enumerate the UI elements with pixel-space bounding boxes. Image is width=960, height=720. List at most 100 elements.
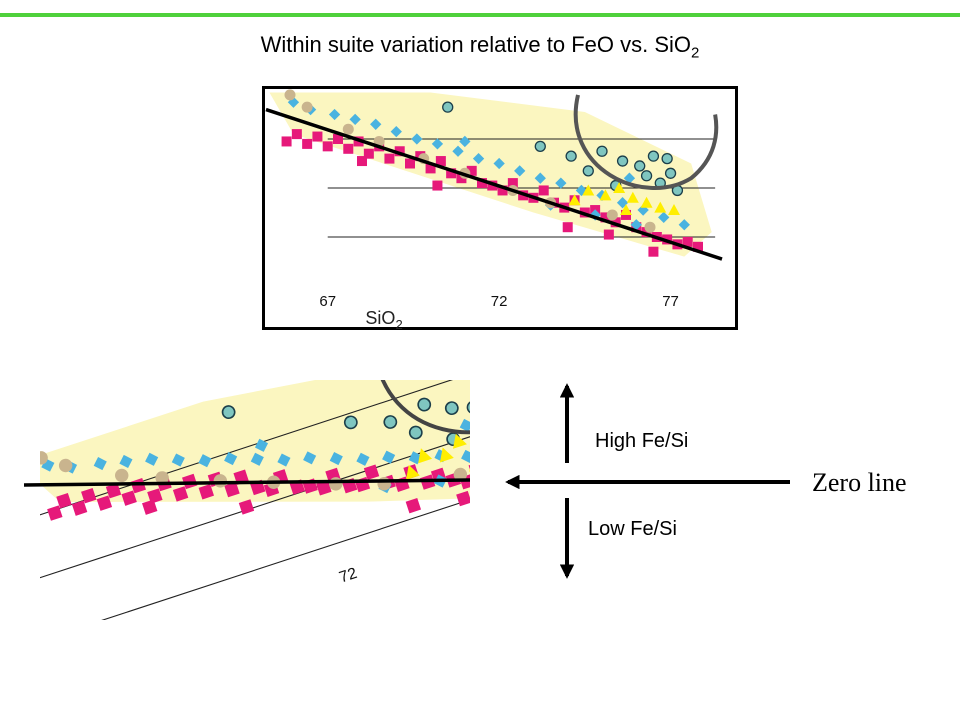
data-point [328,108,341,121]
data-point [693,241,703,252]
trend-line [265,107,723,261]
data-point [648,246,659,257]
data-point [456,173,467,184]
data-point [105,483,122,499]
data-point [291,129,302,140]
data-point [472,152,485,165]
data-point [565,150,577,162]
data-point [630,219,642,231]
series-teal-circle [221,383,480,447]
data-point [58,458,73,473]
data-point [534,140,546,152]
data-point [599,189,612,201]
x-tick-label: 77 [662,293,679,310]
data-point [466,165,477,176]
data-point [610,217,621,228]
data-point [312,131,323,142]
data-point [238,499,255,515]
data-point [343,415,358,430]
highlight-arc [373,380,470,434]
x-axis-title: SiO2 [365,308,402,330]
data-point [623,172,636,184]
data-point [343,143,354,154]
data-point [606,209,618,221]
data-point [661,152,673,165]
data-point [468,438,480,455]
data-point [405,158,415,169]
low-fe-si-label: Low Fe/Si [588,518,677,540]
data-point [466,400,470,415]
data-point [224,452,238,466]
series-cyan-diamond [41,418,470,494]
data-point [468,461,470,478]
title-text: Within suite variation relative to FeO v… [260,32,692,57]
data-point [394,146,405,157]
data-point [390,125,402,138]
data-point [301,101,313,113]
data-point [562,222,573,233]
title-subscript: 2 [691,44,700,62]
data-point [405,497,422,514]
data-point [603,229,614,240]
data-point [446,168,457,179]
data-point [198,454,212,468]
data-point [647,150,660,162]
top-accent-rule [0,13,960,17]
data-point [461,449,470,463]
zero-line-label: Zero line [812,468,907,497]
data-point [664,167,677,179]
data-point [478,383,480,398]
highlight-arc [573,94,719,190]
data-point [342,123,354,135]
page-title: Within suite variation relative to FeO v… [0,32,960,61]
data-point [613,182,626,193]
data-point [425,163,436,174]
data-point [254,438,269,452]
data-point [408,451,422,465]
data-point [333,134,343,144]
series-pink-square [47,461,470,521]
zero-trend-line [23,478,471,487]
data-point [459,418,470,432]
data-point [418,448,433,464]
data-point [431,138,444,150]
data-point [453,467,468,482]
data-point [316,480,332,496]
data-point [507,178,518,189]
gridline [40,438,470,620]
data-point [384,153,395,164]
data-point [81,487,97,504]
data-envelope [40,380,470,502]
data-point [626,191,639,203]
data-point [147,488,163,504]
data-point [47,505,63,521]
data-point [453,433,467,449]
data-point [620,204,632,216]
data-point [383,415,398,429]
data-point [442,101,454,113]
data-point [115,468,129,483]
data-point [439,447,454,463]
data-point [224,481,240,498]
data-point [640,170,653,182]
data-point [96,495,113,511]
data-point [142,499,158,515]
data-point [600,212,611,223]
data-point [277,453,291,467]
data-point [198,484,214,500]
data-point [616,155,629,167]
series-yellow-triangle [568,182,680,216]
data-point [303,451,317,465]
data-point [658,211,670,224]
data-point [357,156,367,167]
data-point [281,136,292,147]
data-point [456,490,470,507]
data-point [363,464,380,480]
data-point [250,452,264,466]
data-point [596,145,608,157]
data-point [641,227,652,238]
data-point [322,141,333,152]
data-point [634,160,646,172]
data-point [678,219,690,231]
